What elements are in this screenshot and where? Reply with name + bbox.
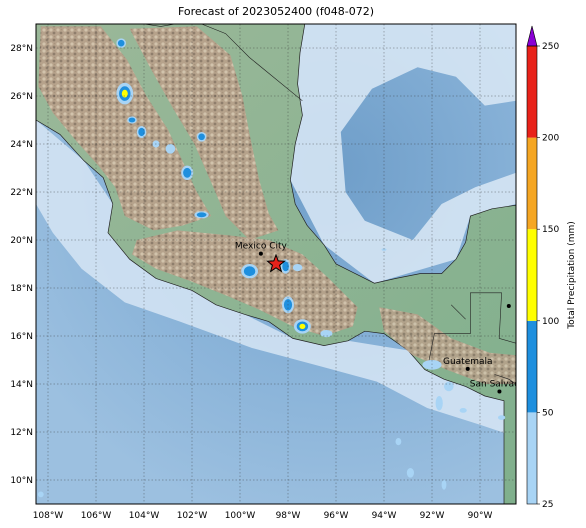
city-dot [258, 251, 263, 256]
y-tick-label: 20°N [10, 236, 33, 246]
colorbar-segment [527, 229, 537, 321]
y-tick-label: 10°N [10, 476, 33, 486]
gridlines [36, 24, 516, 504]
x-tick-label: 106°W [81, 511, 112, 521]
precip-cell [37, 491, 44, 498]
y-tick-label: 24°N [10, 140, 33, 150]
precip-cell [498, 415, 506, 420]
colorbar-tick-label: 100 [542, 317, 559, 327]
map-canvas[interactable]: Mexico City Guatemala San Salvador [36, 24, 554, 504]
precip-cell [444, 381, 454, 392]
x-axis-ticks: 108°W 106°W 104°W 102°W 100°W 98°W 96°W 94°W 92°… [33, 511, 493, 521]
map-title: Forecast of 2023052400 (f048-072) [177, 5, 375, 18]
precip-cell [121, 89, 128, 98]
x-tick-label: 90°W [468, 511, 493, 521]
colorbar-tick-label: 25 [542, 500, 553, 510]
map-frame [35, 23, 517, 505]
pacific-shelf [36, 120, 516, 437]
city-dot [506, 304, 511, 308]
precip-cell [406, 468, 414, 478]
relief-sierra-madre-occidental [38, 26, 212, 231]
city-label: Guatemala [443, 357, 493, 367]
precip-cell [165, 144, 176, 154]
country-borders [143, 24, 516, 385]
x-tick-label: 94°W [372, 511, 397, 521]
x-tick-label: 104°W [129, 511, 160, 521]
colorbar-tick-label: 150 [542, 225, 559, 235]
relief-central-america-highlands [379, 307, 516, 384]
x-tick-label: 98°W [276, 511, 301, 521]
precip-cell [459, 408, 467, 413]
precip-cell [243, 266, 256, 277]
precip-cell [292, 264, 303, 272]
x-tick-label: 100°W [225, 511, 256, 521]
x-tick-label: 96°W [324, 511, 349, 521]
precip-cell [198, 133, 205, 141]
colorbar-tick-label: 250 [542, 42, 559, 52]
y-tick-label: 22°N [10, 188, 33, 198]
precip-cell [395, 438, 402, 446]
colorbar-segment [527, 46, 537, 138]
city-dot [465, 366, 470, 371]
colorbar-tick-label: 200 [542, 134, 559, 144]
x-tick-label: 92°W [420, 511, 445, 521]
y-tick-label: 26°N [10, 92, 33, 102]
precip-cell [196, 212, 207, 218]
precip-cell [299, 323, 306, 329]
precip-cell [381, 248, 387, 251]
colorbar-label: Total Precipitation (mm) [567, 221, 577, 330]
target-star-marker [266, 253, 286, 273]
precip-cell [117, 39, 125, 47]
colorbar-extend-triangle [526, 25, 538, 47]
city-label: Mexico City [235, 242, 288, 252]
colorbar-segment [527, 412, 537, 504]
precip-cell [282, 261, 289, 272]
colorbar-tick-label: 50 [542, 408, 554, 418]
y-tick-label: 12°N [10, 428, 33, 438]
colorbar-frame [526, 45, 538, 505]
precip-cell [435, 396, 443, 411]
precip-cell [138, 127, 145, 137]
markers-layer: Mexico City Guatemala San Salvador [235, 242, 530, 394]
y-tick-label: 16°N [10, 332, 33, 342]
y-tick-label: 14°N [10, 380, 33, 390]
colorbar-segment [527, 320, 537, 413]
y-tick-label: 28°N [10, 44, 33, 54]
x-tick-label: 102°W [177, 511, 208, 521]
precip-cell [128, 117, 136, 123]
city-dot [497, 389, 502, 394]
city-label: San Salvador [470, 379, 530, 389]
relief-sierra-madre-del-sur [132, 230, 358, 336]
precip-cell [441, 480, 447, 490]
x-tick-label: 108°W [33, 511, 64, 521]
y-axis-ticks: 10°N 12°N 14°N 16°N 18°N 20°N 22°N 24°N 26°N 28°N [10, 44, 33, 486]
colorbar-segment [527, 137, 537, 230]
colorbar: 25 50 100 150 200 250 Total Precipitation (mm) [526, 25, 577, 510]
precip-cell [183, 167, 192, 178]
precip-cell [320, 330, 333, 338]
gulf-shelf [290, 24, 516, 284]
y-tick-label: 18°N [10, 284, 33, 294]
